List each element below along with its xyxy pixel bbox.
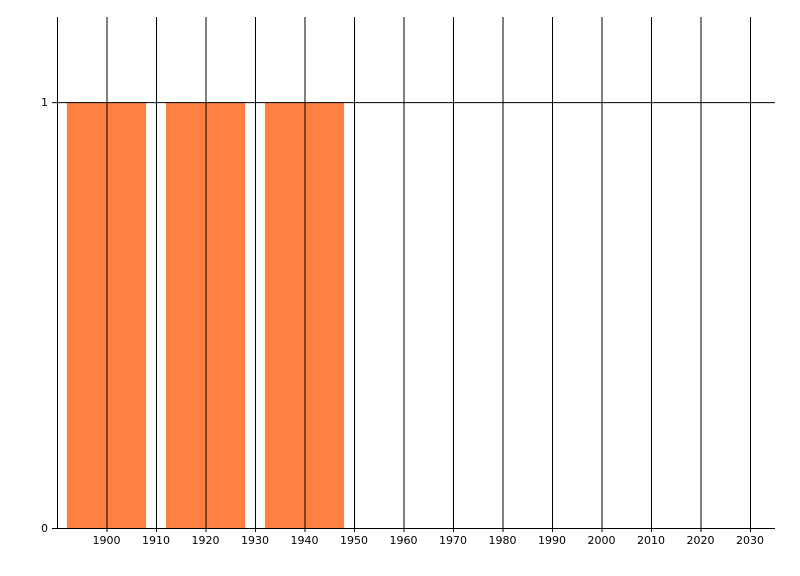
x-tick-label: 2010 [637,534,665,547]
y-tick-label: 0 [41,522,48,535]
x-tick-label: 1990 [538,534,566,547]
x-tick-label: 1980 [489,534,517,547]
x-tick-label: 2020 [687,534,715,547]
y-tick-label: 1 [41,96,48,109]
x-tick-label: 1900 [93,534,121,547]
x-tick-label: 1910 [142,534,170,547]
x-tick-label: 1970 [439,534,467,547]
x-tick-label: 1960 [390,534,418,547]
x-tick-label: 1940 [291,534,319,547]
x-tick-label: 1950 [340,534,368,547]
x-tick-label: 1930 [241,534,269,547]
x-tick-label: 2030 [736,534,764,547]
x-tick-label: 1920 [192,534,220,547]
x-tick-label: 2000 [588,534,616,547]
